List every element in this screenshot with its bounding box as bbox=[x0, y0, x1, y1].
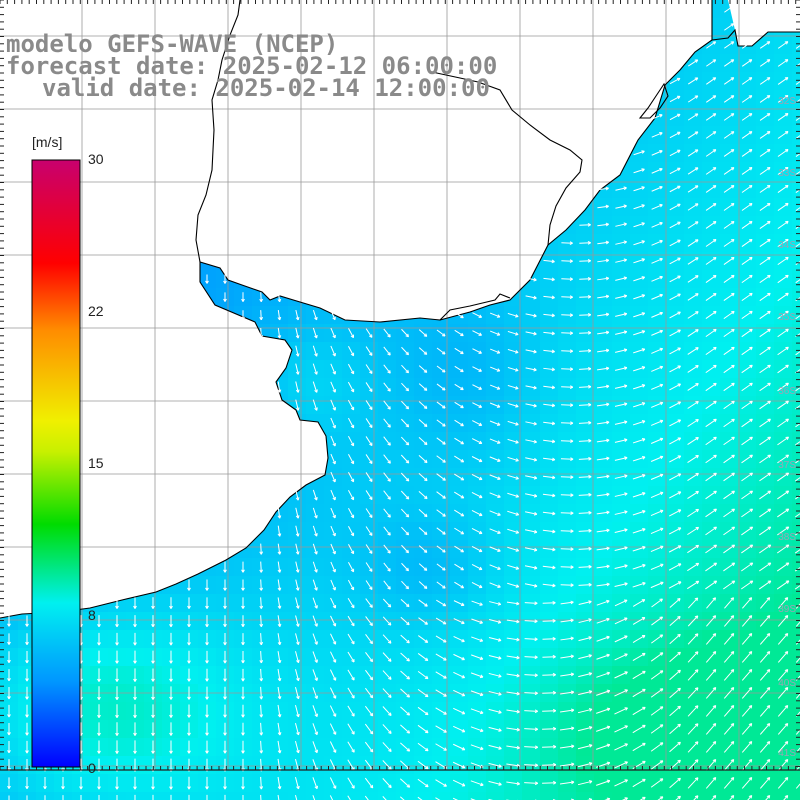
wind-cell bbox=[792, 522, 800, 541]
wind-cell bbox=[360, 792, 379, 800]
wind-cell bbox=[792, 216, 800, 235]
colorbar-tick-15: 15 bbox=[88, 455, 104, 471]
wind-cell bbox=[792, 504, 800, 523]
wind-cell bbox=[792, 558, 800, 577]
colorbar-gradient bbox=[31, 159, 81, 768]
colorbar-tick-0: 0 bbox=[88, 760, 96, 776]
wind-cell bbox=[792, 72, 800, 91]
colorbar-tick-22: 22 bbox=[88, 303, 104, 319]
wind-cell bbox=[792, 90, 800, 109]
lat-label: 40S bbox=[778, 678, 796, 689]
wind-cell bbox=[792, 198, 800, 217]
lat-label: 36S bbox=[778, 386, 796, 397]
wind-cell bbox=[792, 162, 800, 181]
wind-cell bbox=[792, 792, 800, 800]
wind-cell bbox=[648, 792, 667, 800]
wind-cell bbox=[792, 486, 800, 505]
wind-cell bbox=[504, 792, 523, 800]
wind-cell bbox=[792, 252, 800, 271]
valid-date: valid date: 2025-02-14 12:00:00 bbox=[42, 74, 490, 102]
wind-cell bbox=[792, 468, 800, 487]
lat-label: 39S bbox=[778, 604, 796, 615]
wind-cell bbox=[522, 792, 541, 800]
wind-cell bbox=[792, 180, 800, 199]
wind-cell bbox=[792, 774, 800, 793]
wind-cell bbox=[792, 432, 800, 451]
colorbar bbox=[31, 159, 81, 768]
wind-cell bbox=[270, 792, 289, 800]
lat-label: 33S bbox=[778, 168, 796, 179]
wind-cell bbox=[378, 792, 397, 800]
wind-cell bbox=[396, 792, 415, 800]
wind-cell bbox=[432, 792, 451, 800]
lat-label: 32S bbox=[778, 96, 796, 107]
wind-cell bbox=[414, 792, 433, 800]
wind-cell bbox=[702, 792, 721, 800]
wind-cell bbox=[792, 126, 800, 145]
wind-cell bbox=[666, 792, 685, 800]
wind-cell bbox=[792, 396, 800, 415]
wind-cell bbox=[792, 270, 800, 289]
lat-label: 41S bbox=[778, 748, 796, 759]
wind-cell bbox=[630, 792, 649, 800]
wind-cell bbox=[720, 792, 739, 800]
wind-cell bbox=[792, 702, 800, 721]
wind-cell bbox=[756, 792, 775, 800]
colorbar-tick-30: 30 bbox=[88, 151, 104, 167]
wind-cell bbox=[468, 792, 487, 800]
wind-cell bbox=[792, 306, 800, 325]
wind-cell bbox=[792, 576, 800, 595]
wind-cell bbox=[792, 630, 800, 649]
wind-cell bbox=[738, 792, 757, 800]
wind-cell bbox=[792, 36, 800, 55]
wind-cell bbox=[612, 792, 631, 800]
wind-cell bbox=[324, 792, 343, 800]
lat-label: 34S bbox=[778, 240, 796, 251]
wind-cell bbox=[792, 324, 800, 343]
wind-cell bbox=[792, 54, 800, 73]
wind-cell bbox=[792, 288, 800, 307]
wind-cell bbox=[342, 792, 361, 800]
wind-cell bbox=[774, 792, 793, 800]
wind-cell bbox=[792, 450, 800, 469]
wind-cell bbox=[792, 360, 800, 379]
wind-cell bbox=[540, 792, 559, 800]
lat-label: 35S bbox=[778, 312, 796, 323]
colorbar-unit: [m/s] bbox=[32, 134, 63, 150]
wind-cell bbox=[486, 792, 505, 800]
wind-cell bbox=[684, 792, 703, 800]
wind-cell bbox=[450, 792, 469, 800]
wind-cell bbox=[558, 792, 577, 800]
wind-cell bbox=[288, 792, 307, 800]
lat-label: 38S bbox=[778, 532, 796, 543]
wind-cell bbox=[792, 234, 800, 253]
lat-label: 37S bbox=[778, 460, 796, 471]
colorbar-tick-8: 8 bbox=[88, 607, 96, 623]
wind-cell bbox=[792, 540, 800, 559]
wind-cell bbox=[306, 792, 325, 800]
wind-cell bbox=[792, 342, 800, 361]
